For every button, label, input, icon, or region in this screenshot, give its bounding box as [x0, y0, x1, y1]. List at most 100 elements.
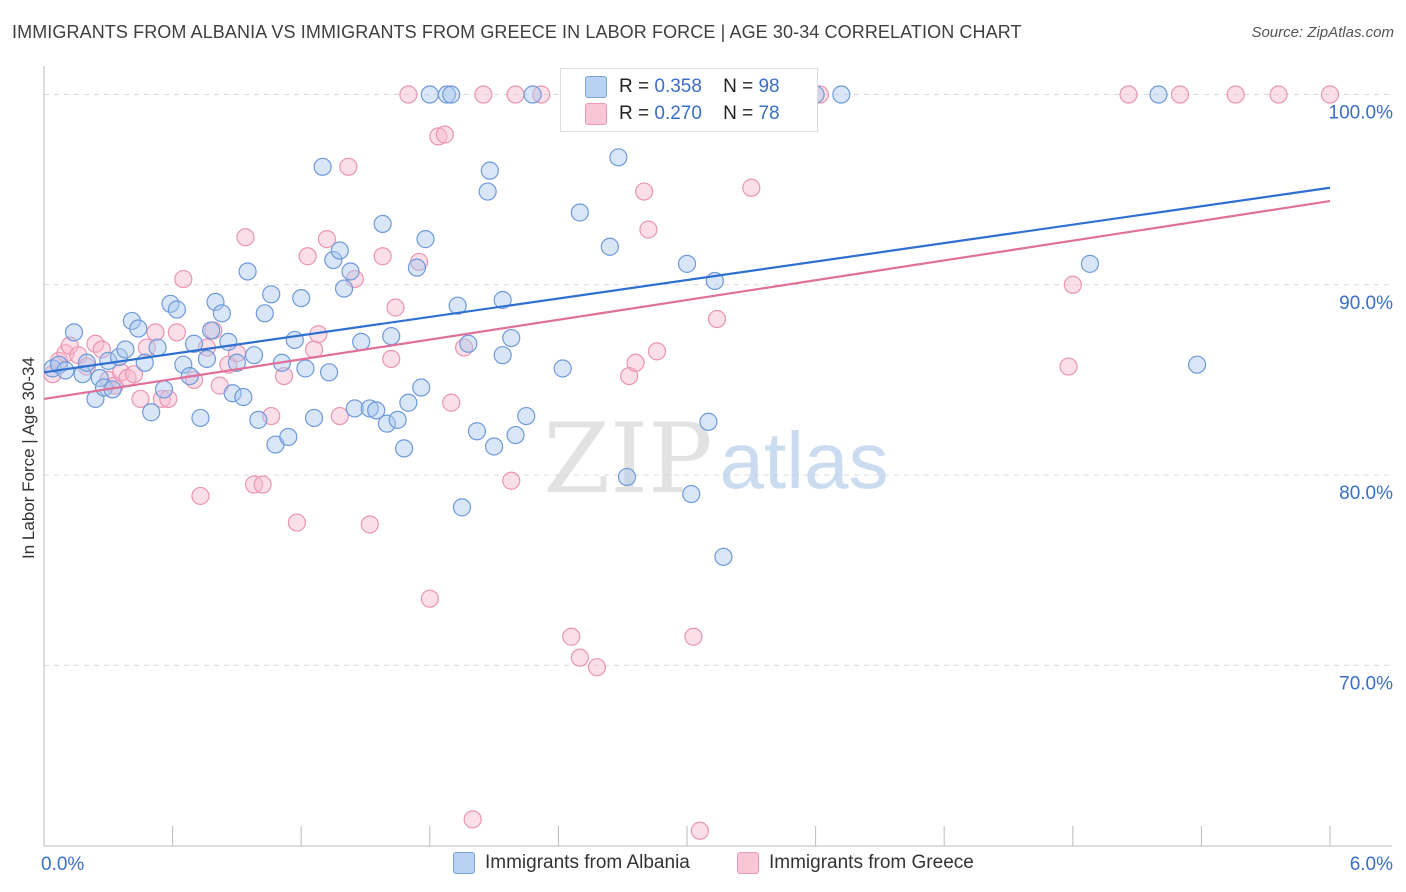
albania-point	[296, 359, 315, 378]
albania-point	[480, 161, 499, 180]
greece-point	[131, 389, 150, 409]
greece-point	[124, 365, 144, 384]
gridlines	[44, 94, 1390, 666]
greece-point	[92, 340, 111, 359]
albania-point	[249, 410, 268, 429]
albania-point	[493, 290, 512, 310]
watermark-zip: ZIP	[543, 403, 712, 515]
albania-point	[506, 425, 525, 445]
y-axis-label: In Labor Force | Age 30-34	[19, 357, 38, 559]
greece-point	[274, 366, 294, 386]
albania-point	[682, 484, 701, 504]
albania-point	[1149, 85, 1168, 104]
stats-legend: R = 0.358 N = 98 R = 0.270 N = 78	[560, 68, 818, 132]
greece-point	[1269, 85, 1288, 104]
r-label: R =	[619, 103, 650, 124]
albania-point	[412, 378, 431, 397]
albania-point	[442, 85, 461, 104]
r-value-albania: 0.358	[654, 76, 702, 97]
albania-point	[523, 85, 542, 104]
greece-point	[191, 486, 210, 506]
albania-point	[1080, 254, 1100, 273]
greece-point	[137, 338, 156, 357]
albania-point	[167, 300, 186, 319]
greece-point	[684, 627, 703, 646]
albania-point	[244, 346, 264, 365]
greece-point	[707, 309, 727, 329]
greece-point	[463, 810, 482, 829]
trend-lines	[43, 186, 1331, 401]
greece-point	[639, 220, 658, 239]
legend-item-greece[interactable]: Immigrants from Greece	[737, 852, 974, 874]
albania-point	[485, 437, 504, 456]
greece-point	[1059, 357, 1078, 376]
n-value-greece: 78	[758, 103, 780, 124]
greece-point	[442, 393, 461, 412]
chart-title: IMMIGRANTS FROM ALBANIA VS IMMIGRANTS FR…	[12, 22, 1022, 42]
bottom-legend: Immigrants from Albania Immigrants from …	[0, 852, 1406, 876]
albania-point	[191, 408, 210, 428]
greece-point	[1320, 85, 1340, 104]
greece-point	[742, 178, 761, 197]
x-tick-label: 0.0%	[41, 854, 84, 875]
n-label: N =	[723, 76, 754, 97]
greece-point	[1170, 85, 1190, 104]
greece-point	[317, 230, 337, 249]
greece-point	[174, 269, 193, 289]
y-tick-label: 80.0%	[1339, 483, 1393, 504]
x-tick-label: 6.0%	[1350, 854, 1393, 875]
greece-point	[159, 389, 178, 409]
greece-point	[382, 349, 401, 369]
albania-point	[341, 262, 360, 281]
legend-label-greece: Immigrants from Greece	[769, 852, 974, 873]
albania-point	[1188, 355, 1207, 374]
albania-point	[90, 368, 109, 388]
albania-point	[493, 346, 512, 365]
greece-point	[435, 125, 454, 144]
albania-point	[279, 427, 298, 447]
albania-point	[313, 157, 332, 176]
albania-point	[330, 241, 349, 260]
albania-point	[459, 334, 478, 353]
greece-legend-swatch	[737, 852, 759, 874]
albania-point	[448, 296, 467, 315]
albania-point	[202, 321, 221, 340]
watermark: ZIP atlas	[543, 403, 888, 515]
r-label: R =	[619, 76, 650, 97]
albania-point	[699, 412, 718, 431]
albania-point	[502, 328, 521, 348]
greece-point	[1119, 85, 1138, 104]
stats-text-albania: R = 0.358 N = 98	[619, 76, 780, 98]
stats-text-greece: R = 0.270 N = 78	[619, 103, 780, 125]
greece-point	[373, 247, 392, 266]
albania-point	[677, 254, 697, 273]
albania-point	[373, 214, 392, 234]
greece-point	[287, 513, 307, 532]
albania-trend-line	[43, 186, 1331, 374]
legend-item-albania[interactable]: Immigrants from Albania	[453, 852, 690, 874]
albania-point	[285, 330, 304, 350]
albania-point	[255, 304, 274, 323]
albania-point	[394, 439, 414, 458]
albania-point	[324, 250, 343, 270]
albania-point	[319, 363, 339, 382]
axes	[43, 66, 1392, 847]
albania-point	[223, 384, 242, 403]
greece-point	[399, 85, 418, 104]
albania-point	[609, 148, 628, 167]
albania-point	[304, 408, 324, 428]
y-tick-label: 90.0%	[1339, 293, 1393, 314]
albania-point	[600, 237, 619, 256]
albania-point	[212, 304, 231, 323]
albania-point	[382, 327, 401, 346]
greece-point	[562, 627, 581, 646]
albania-point	[77, 353, 96, 372]
albania-point	[570, 203, 589, 222]
albania-legend-swatch	[453, 852, 475, 874]
watermark-atlas: atlas	[720, 416, 889, 505]
albania-point	[407, 258, 427, 277]
albania-point	[174, 355, 193, 374]
albania-point	[292, 288, 311, 308]
albania-point	[714, 547, 733, 566]
